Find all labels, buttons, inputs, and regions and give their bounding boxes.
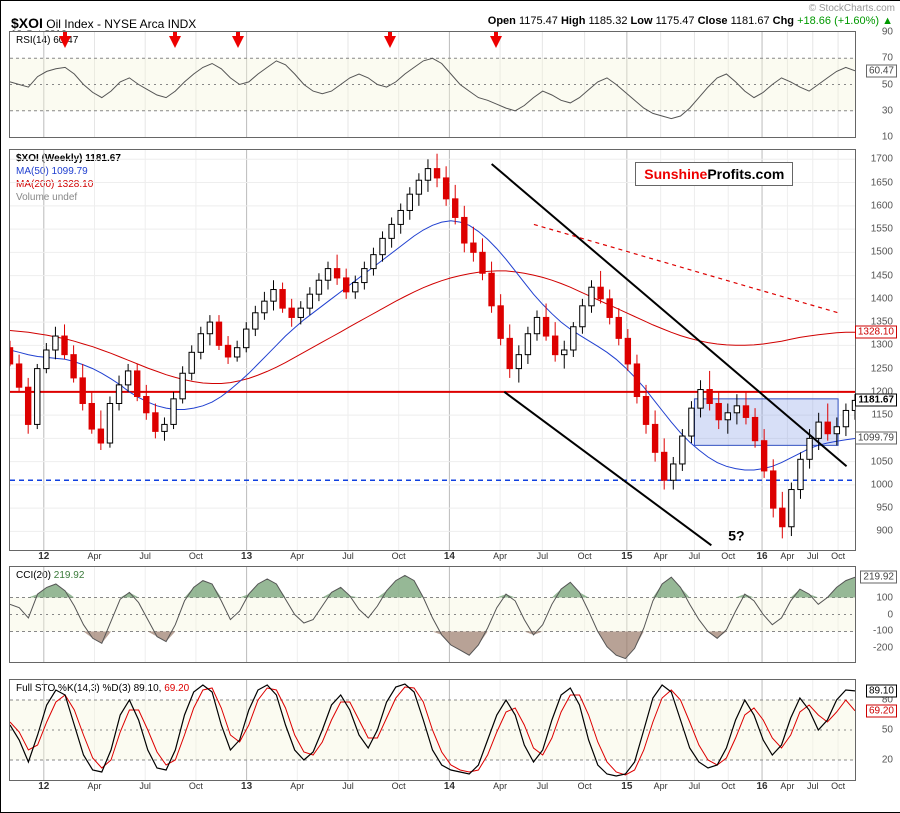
close-val: 1181.67: [731, 15, 770, 27]
low-val: 1175.47: [656, 15, 695, 27]
symbol-name: Oil Index - NYSE Arca INDX: [46, 17, 196, 31]
rsi-panel: RSI(14) 60.47 103050709060.47: [9, 31, 856, 138]
price-plot: 5?: [10, 150, 855, 550]
open-val: 1175.47: [519, 15, 558, 27]
low-label: Low: [631, 15, 653, 27]
svg-text:5?: 5?: [728, 528, 744, 544]
sto-plot: [10, 680, 855, 780]
chart-container: © StockCharts.com $XOI Oil Index - NYSE …: [0, 0, 900, 813]
chg-label: Chg: [773, 15, 794, 27]
sto-panel: Full STO %K(14,3) %D(3) 89.10, 69.20 205…: [9, 679, 856, 781]
open-label: Open: [488, 15, 516, 27]
close-label: Close: [698, 15, 728, 27]
high-label: High: [561, 15, 585, 27]
attribution: © StockCharts.com: [809, 3, 895, 14]
high-val: 1185.32: [589, 15, 628, 27]
chg-val: +18.66 (+1.60%) ▲: [797, 15, 893, 27]
rsi-plot: [10, 32, 855, 137]
ohlc: Open 1175.47 High 1185.32 Low 1175.47 Cl…: [488, 15, 893, 27]
price-panel: $XOI (Weekly) 1181.67 MA(50) 1099.79 MA(…: [9, 149, 856, 551]
cci-plot: [10, 567, 855, 662]
watermark: SunshineProfits.com: [635, 162, 793, 186]
cci-panel: CCI(20) 219.92 -200-1000100200219.92: [9, 566, 856, 663]
